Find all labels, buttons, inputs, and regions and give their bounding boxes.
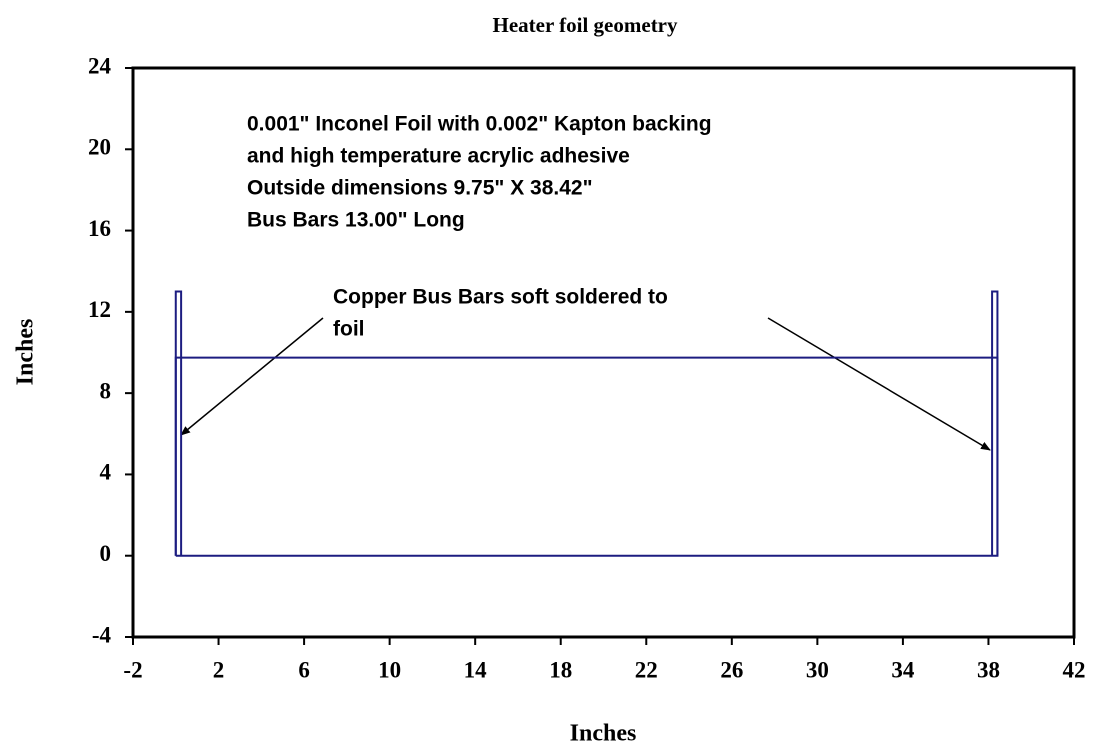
x-tick-label: 34	[891, 657, 915, 682]
x-tick-label: 2	[213, 657, 225, 682]
x-tick-label: 14	[464, 657, 488, 682]
annotation: 0.001" Inconel Foil with 0.002" Kapton b…	[247, 113, 712, 136]
outline	[174, 290, 183, 556]
arrow	[767, 317, 991, 451]
y-axis-label: Inches	[13, 319, 39, 386]
x-tick-label: 18	[549, 657, 572, 682]
x-tick-label: 6	[298, 657, 310, 682]
y-tick-label: 20	[88, 135, 111, 160]
annotation: foil	[333, 318, 365, 341]
annotation: Outside dimensions 9.75" X 38.42"	[247, 177, 593, 200]
x-tick-label: 26	[720, 657, 743, 682]
y-tick-label: 0	[100, 541, 112, 566]
y-tick-label: -4	[92, 622, 112, 647]
annotation: Bus Bars 13.00" Long	[247, 209, 465, 232]
x-tick-label: 42	[1063, 657, 1086, 682]
x-tick-label: -2	[123, 657, 142, 682]
outline	[174, 356, 999, 557]
plot-frame	[131, 66, 1076, 639]
x-tick-label: 10	[378, 657, 401, 682]
x-tick-label: 38	[977, 657, 1000, 682]
y-tick-label: 16	[88, 216, 111, 241]
x-tick-label: 22	[635, 657, 658, 682]
y-tick-label: 8	[100, 378, 112, 403]
annotation: Copper Bus Bars soft soldered to	[333, 286, 668, 309]
y-tick-label: 12	[88, 297, 111, 322]
arrow	[180, 317, 324, 436]
chart-title: Heater foil geometry	[492, 13, 678, 37]
y-tick-label: 24	[88, 53, 112, 78]
outline	[991, 290, 999, 556]
x-axis-label: Inches	[570, 721, 637, 747]
y-tick-label: 4	[100, 460, 112, 485]
x-tick-label: 30	[806, 657, 829, 682]
annotation: and high temperature acrylic adhesive	[247, 145, 630, 168]
